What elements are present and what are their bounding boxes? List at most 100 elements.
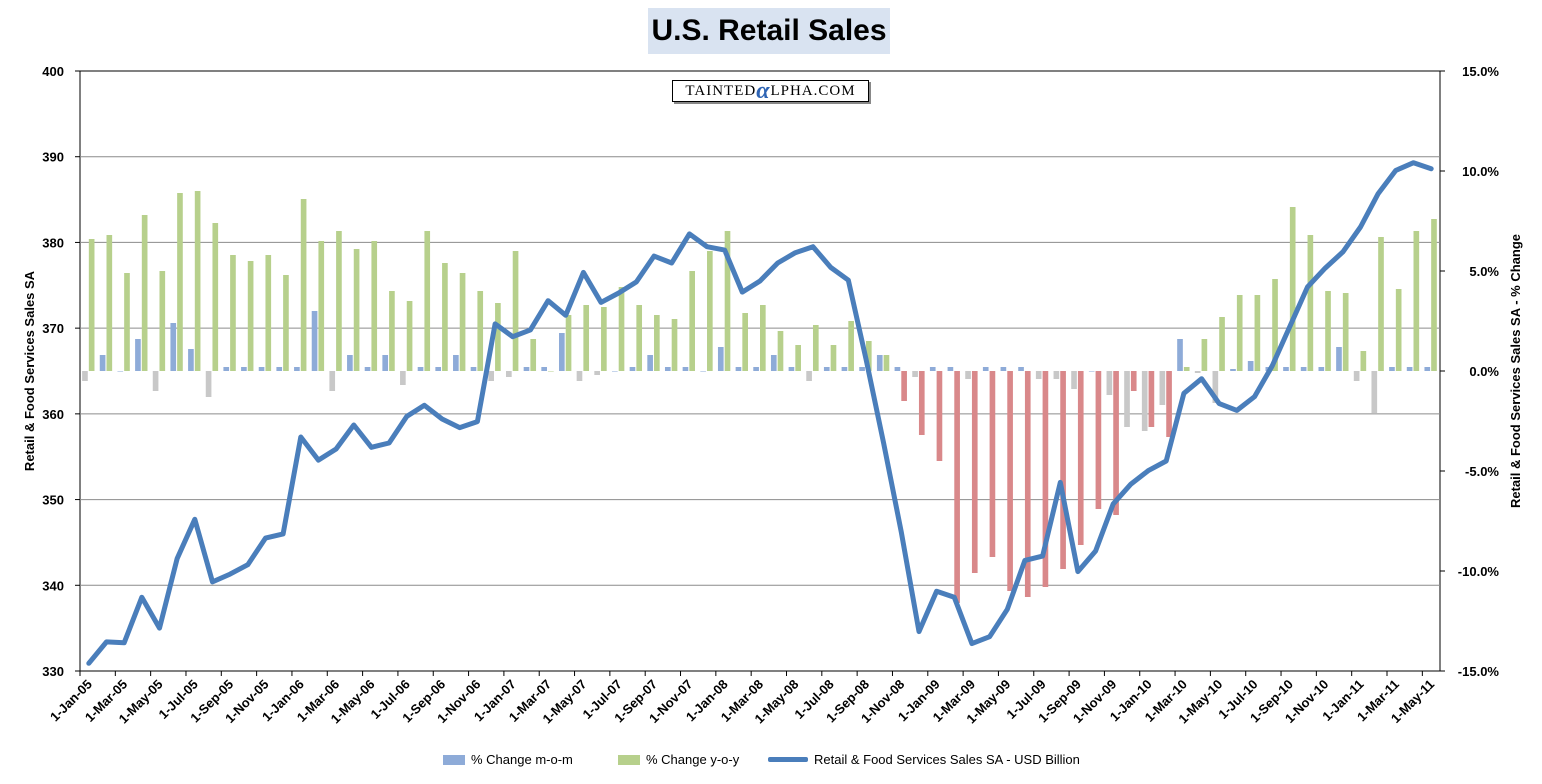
y-right-tick-label: -5.0% <box>1465 464 1499 479</box>
bar-yoy <box>865 341 872 371</box>
bar-mom <box>400 371 406 385</box>
bar-yoy <box>194 191 201 371</box>
bar-yoy <box>707 251 713 371</box>
bar-mom <box>559 333 565 371</box>
y-right-tick-label: 0.0% <box>1469 364 1499 379</box>
y-left-tick-label: 390 <box>42 150 64 165</box>
bar-mom <box>1247 361 1254 371</box>
bar-mom <box>347 355 353 371</box>
bar-mom <box>99 355 106 371</box>
bar-mom <box>453 355 459 371</box>
bar-mom <box>1177 339 1183 371</box>
bar-yoy <box>230 255 236 371</box>
bar-yoy <box>88 239 95 371</box>
watermark-logo: TAINTED α LPHA.COM <box>672 78 869 104</box>
bar-mom <box>223 367 230 371</box>
bar-mom <box>1141 371 1148 431</box>
legend-label-sales: Retail & Food Services Sales SA - USD Bi… <box>814 752 1080 767</box>
bar-yoy <box>283 275 289 371</box>
y-right-tick-label: 15.0% <box>1462 64 1499 79</box>
bar-mom <box>364 367 371 371</box>
bar-mom <box>700 371 706 372</box>
bar-yoy <box>106 235 113 371</box>
watermark-alpha: α <box>756 78 771 104</box>
y-right-tick-label: 10.0% <box>1462 164 1499 179</box>
bar-mom <box>982 367 989 371</box>
bar-mom <box>823 367 830 371</box>
legend-item-yoy: % Change y-o-y <box>618 752 739 767</box>
bar-yoy <box>1378 237 1384 371</box>
bar-mom <box>876 355 883 371</box>
axes: 330 340 350 360 370 380 390 400 -15.0% -10.0% -5.0… <box>42 64 1499 726</box>
bar-yoy <box>1272 279 1278 371</box>
bar-yoy <box>971 371 978 573</box>
y-axis-left-label: Retail & Food Services Sales SA <box>22 270 37 471</box>
bar-yoy <box>636 305 643 371</box>
bar-mom <box>258 367 265 371</box>
bar-yoy <box>654 315 660 371</box>
bar-mom <box>329 371 336 391</box>
bar-yoy <box>812 325 819 371</box>
bar-yoy <box>1007 371 1013 591</box>
legend-swatch-yoy <box>618 754 640 765</box>
y-left-tick-label: 370 <box>42 321 64 336</box>
bar-mom <box>859 367 865 371</box>
bar-yoy <box>1307 235 1314 371</box>
bar-mom <box>276 367 283 371</box>
legend-swatch-mom <box>443 754 465 765</box>
bar-yoy <box>389 291 395 371</box>
bar-yoy <box>936 371 943 461</box>
bar-yoy <box>124 273 130 371</box>
bar-mom <box>1300 367 1307 371</box>
legend-item-mom: % Change m-o-m <box>443 752 573 767</box>
bar-yoy <box>1431 219 1437 371</box>
bar-mom <box>576 371 583 381</box>
bar-yoy <box>918 371 925 435</box>
bar-yoy <box>1413 231 1420 371</box>
bar-mom <box>294 367 300 371</box>
bar-yoy <box>1219 317 1225 371</box>
y-axis-right-label: Retail & Food Services Sales SA - % Chan… <box>1508 234 1523 508</box>
bar-mom <box>965 371 971 379</box>
bar-mom <box>788 367 795 371</box>
legend-label-yoy: % Change y-o-y <box>646 752 740 767</box>
bar-yoy <box>247 261 254 371</box>
bar-mom <box>135 339 141 371</box>
bar-mom <box>1000 367 1007 371</box>
bar-mom <box>753 367 759 371</box>
bar-mom <box>417 367 424 371</box>
bar-mom <box>717 347 724 371</box>
bar-mom <box>647 355 653 371</box>
watermark-suffix: LPHA.COM <box>770 82 856 99</box>
bar-mom <box>1159 371 1166 405</box>
bar-mom <box>1035 371 1042 379</box>
bar-yoy <box>459 273 466 371</box>
bar-mom <box>152 371 159 391</box>
bar-yoy <box>989 371 996 557</box>
bar-yoy <box>1325 291 1331 371</box>
legend-label-mom: % Change m-o-m <box>471 752 573 767</box>
bar-mom <box>929 367 936 371</box>
y-right-tick-label: 5.0% <box>1469 264 1499 279</box>
bar-yoy <box>742 313 748 371</box>
bar-yoy <box>1130 371 1137 391</box>
bar-yoy <box>671 319 678 371</box>
bar-yoy <box>512 251 519 371</box>
bar-yoy <box>777 331 784 371</box>
bar-yoy <box>1360 351 1367 371</box>
bar-yoy <box>1236 295 1243 371</box>
bar-yoy <box>1342 293 1349 371</box>
bar-mom <box>1318 367 1325 371</box>
bar-mom <box>1194 371 1201 373</box>
bar-mom <box>841 367 848 371</box>
bar-yoy <box>159 271 166 371</box>
bar-mom <box>117 371 124 372</box>
bar-mom <box>1230 369 1236 371</box>
bar-yoy <box>1395 289 1402 371</box>
bar-mom <box>205 371 212 397</box>
bar-yoy <box>1201 339 1208 371</box>
bar-yoy <box>1077 371 1084 545</box>
bar-mom <box>770 355 777 371</box>
